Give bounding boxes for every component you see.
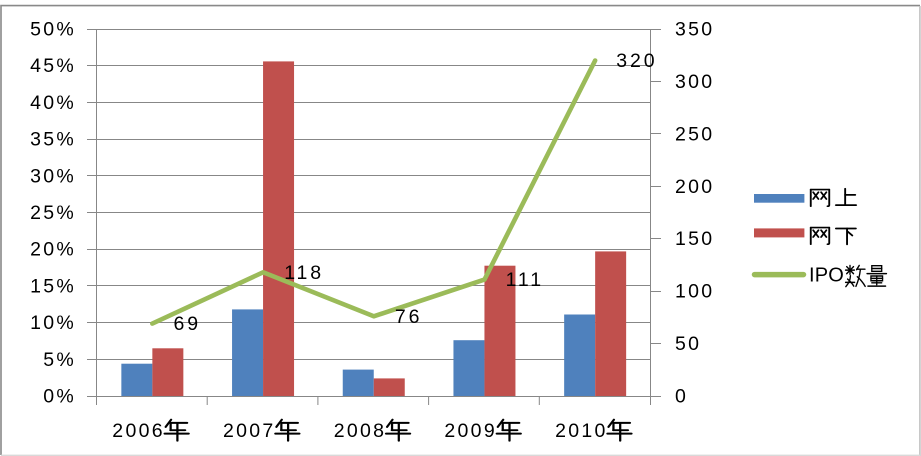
svg-text:76: 76 xyxy=(395,306,423,328)
svg-text:2007: 2007 xyxy=(223,420,276,442)
svg-text:300: 300 xyxy=(675,71,714,93)
svg-text:20%: 20% xyxy=(30,239,76,261)
svg-text:30%: 30% xyxy=(30,165,76,187)
svg-text:10%: 10% xyxy=(30,312,76,334)
svg-text:40%: 40% xyxy=(30,92,76,114)
svg-text:2010: 2010 xyxy=(555,420,608,442)
svg-text:350: 350 xyxy=(675,19,714,41)
svg-text:50%: 50% xyxy=(30,19,76,41)
svg-text:2006: 2006 xyxy=(112,420,165,442)
svg-text:118: 118 xyxy=(284,262,324,284)
svg-text:100: 100 xyxy=(675,281,714,303)
svg-text:45%: 45% xyxy=(30,55,76,77)
svg-text:IPO: IPO xyxy=(809,265,844,287)
svg-text:0%: 0% xyxy=(43,386,76,408)
svg-text:111: 111 xyxy=(506,269,544,291)
svg-text:15%: 15% xyxy=(30,275,76,297)
svg-text:0: 0 xyxy=(675,386,688,408)
svg-text:2008: 2008 xyxy=(334,420,387,442)
svg-text:200: 200 xyxy=(675,176,714,198)
svg-text:250: 250 xyxy=(675,123,714,145)
svg-text:150: 150 xyxy=(675,228,714,250)
svg-text:69: 69 xyxy=(174,313,202,335)
svg-text:35%: 35% xyxy=(30,129,76,151)
svg-text:25%: 25% xyxy=(30,202,76,224)
svg-text:320: 320 xyxy=(616,50,657,72)
svg-text:5%: 5% xyxy=(43,349,76,371)
svg-text:50: 50 xyxy=(675,333,701,355)
svg-text:2009: 2009 xyxy=(444,420,497,442)
